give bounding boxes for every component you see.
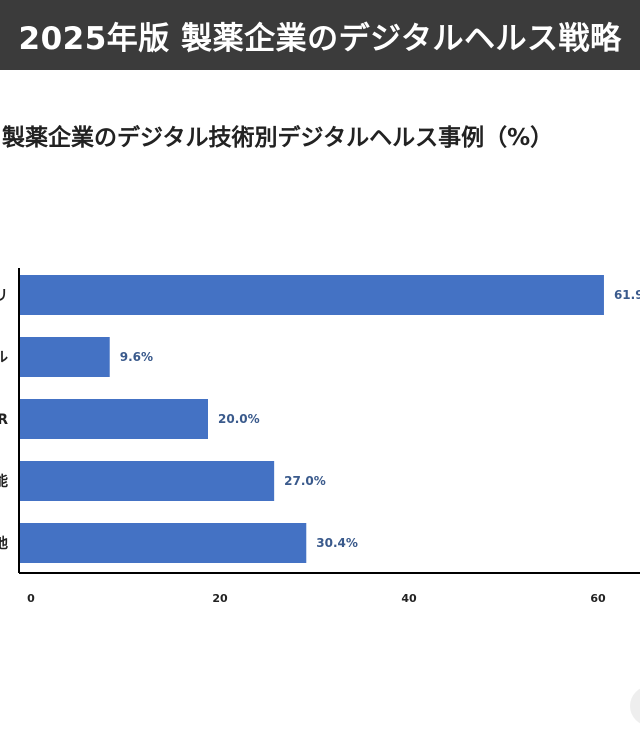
x-tick-label-2: 40 — [401, 592, 417, 605]
category-label-3: 能 — [0, 473, 8, 490]
bar-3 — [19, 461, 275, 501]
data-label-2: 20.0% — [218, 412, 260, 426]
category-label-4: 他 — [0, 535, 8, 552]
x-tick-label-1: 20 — [212, 592, 228, 605]
corner-circle — [630, 686, 640, 726]
data-label-3: 27.0% — [284, 474, 326, 488]
page-header: 2025年版 製薬企業のデジタルヘルス戦略 — [0, 0, 640, 70]
x-tick-label-3: 60 — [590, 592, 606, 605]
data-label-0: 61.9 — [614, 288, 640, 302]
bar-0 — [19, 275, 604, 315]
data-label-1: 9.6% — [120, 350, 153, 364]
category-label-2: R — [0, 412, 8, 428]
chart-title: 製薬企業のデジタル技術別デジタルヘルス事例（%） — [2, 125, 554, 151]
bar-2 — [19, 399, 208, 439]
category-label-1: ル — [0, 350, 8, 366]
header-title: 2025年版 製薬企業のデジタルヘルス戦略 — [18, 20, 622, 57]
bar-1 — [19, 337, 110, 377]
data-label-4: 30.4% — [316, 536, 358, 550]
x-tick-label-0: 0 — [27, 592, 35, 605]
bar-4 — [19, 523, 307, 563]
category-label-0: リ — [0, 288, 8, 304]
